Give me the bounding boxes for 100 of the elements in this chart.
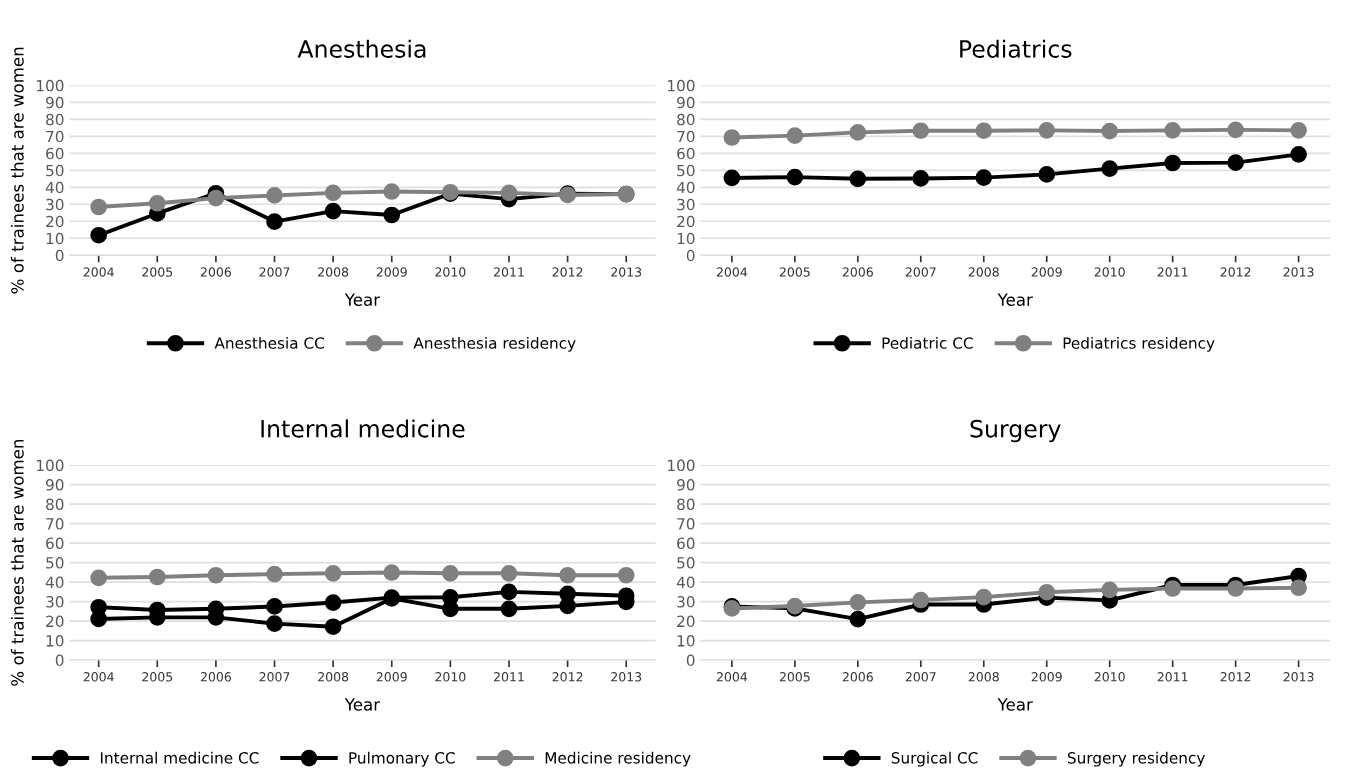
x-tick-label: 2006	[842, 672, 873, 682]
x-tick-label: 2010	[1094, 267, 1125, 277]
y-tick-label: 90	[677, 479, 695, 491]
y-tick-label: 30	[46, 198, 64, 211]
y-tick-label: 50	[46, 557, 64, 569]
x-tick-label: 2006	[200, 267, 232, 277]
x-tick-label: 2012	[1220, 672, 1251, 682]
legend-label: Pediatric CC	[882, 336, 973, 349]
chart-title: Internal medicine	[261, 419, 465, 438]
legend-label: Surgery residency	[1067, 751, 1205, 767]
y-tick-label: 40	[676, 576, 695, 589]
x-tick-label: 2004	[83, 672, 114, 682]
y-tick-label: 90	[677, 96, 695, 109]
y-tick-label: 100	[37, 459, 64, 472]
x-tick-label: 2005	[142, 267, 173, 277]
x-tick-label: 2007	[905, 267, 936, 277]
y-tick-label: 20	[677, 615, 695, 628]
y-tick-label: 80	[46, 498, 64, 511]
y-tick-label: 10	[677, 635, 695, 647]
y-tick-label: 0	[55, 249, 64, 262]
chart-title: Surgery	[970, 419, 1061, 443]
y-tick-label: 0	[55, 654, 64, 667]
x-tick-label: 2007	[259, 267, 290, 277]
y-tick-label: 30	[677, 596, 695, 608]
x-tick-label: 2013	[1283, 267, 1314, 277]
y-axis-title: % of trainees that are women	[10, 47, 24, 294]
y-tick-label: 80	[46, 113, 64, 126]
y-tick-label: 10	[46, 232, 64, 245]
x-tick-label: 2011	[493, 672, 524, 682]
y-tick-label: 60	[46, 147, 64, 160]
x-tick-label: 2008	[318, 672, 349, 682]
x-tick-label: 2007	[259, 672, 290, 682]
legend-label: Pulmonary CC	[349, 751, 455, 767]
x-tick-label: 2008	[968, 267, 999, 277]
x-tick-label: 2004	[83, 267, 114, 277]
x-tick-label: 2005	[779, 267, 810, 277]
chart-title: Pediatrics	[960, 39, 1072, 58]
x-tick-label: 2009	[376, 672, 407, 682]
y-tick-label: 20	[677, 215, 695, 228]
legend-label: Surgical CC	[891, 751, 978, 767]
y-tick-label: 40	[676, 181, 695, 194]
y-tick-label: 50	[46, 164, 64, 177]
y-tick-label: 40	[45, 181, 64, 194]
x-tick-label: 2007	[905, 672, 936, 682]
x-tick-label: 2013	[1283, 672, 1314, 682]
y-tick-label: 100	[668, 459, 695, 472]
x-tick-label: 2010	[435, 672, 466, 682]
y-tick-label: 20	[46, 615, 64, 628]
y-tick-label: 0	[686, 654, 695, 667]
y-tick-label: 60	[677, 147, 695, 160]
x-tick-label: 2004	[716, 267, 748, 277]
y-tick-label: 70	[46, 130, 64, 143]
x-tick-label: 2005	[142, 672, 173, 682]
x-tick-label: 2011	[493, 267, 524, 277]
y-tick-label: 40	[45, 576, 64, 589]
y-tick-label: 10	[46, 635, 64, 647]
x-tick-label: 2009	[1031, 672, 1062, 682]
y-tick-label: 100	[37, 79, 64, 92]
y-tick-label: 10	[677, 232, 695, 245]
y-tick-label: 60	[677, 537, 695, 550]
y-tick-label: 90	[46, 96, 64, 109]
x-tick-label: 2009	[376, 267, 407, 277]
y-tick-label: 60	[46, 537, 64, 550]
x-tick-label: 2013	[611, 267, 642, 277]
x-tick-label: 2011	[1157, 672, 1188, 682]
x-tick-label: 2010	[1094, 672, 1125, 682]
legend-label: Internal medicine CC	[100, 751, 259, 764]
legend-label: Anesthesia residency	[413, 336, 576, 352]
y-tick-label: 30	[677, 198, 695, 211]
y-tick-label: 90	[46, 479, 64, 491]
x-axis-title: Year	[344, 293, 381, 306]
x-tick-label: 2008	[968, 672, 999, 682]
x-tick-label: 2005	[779, 672, 810, 682]
x-tick-label: 2004	[716, 672, 748, 682]
x-tick-label: 2012	[1220, 267, 1251, 277]
y-tick-label: 70	[46, 518, 64, 530]
y-tick-label: 70	[677, 130, 695, 143]
x-axis-title: Year	[997, 293, 1033, 306]
y-tick-label: 100	[668, 79, 695, 92]
legend-label: Anesthesia CC	[214, 336, 324, 349]
x-tick-label: 2008	[318, 267, 349, 277]
x-tick-label: 2010	[435, 267, 466, 277]
x-tick-label: 2012	[552, 267, 583, 277]
x-tick-label: 2006	[200, 672, 232, 682]
y-tick-label: 80	[677, 498, 695, 511]
x-axis-title: Year	[344, 698, 381, 711]
x-axis-title: Year	[997, 698, 1033, 711]
y-tick-label: 20	[46, 215, 64, 228]
x-tick-label: 2012	[552, 672, 583, 682]
chart-title: Anesthesia	[297, 39, 426, 58]
y-axis-title: % of trainees that are women	[10, 439, 24, 686]
x-tick-label: 2009	[1031, 267, 1062, 277]
legend-label: Medicine residency	[545, 751, 691, 767]
y-tick-label: 50	[677, 164, 695, 177]
y-tick-label: 0	[686, 249, 695, 262]
x-tick-label: 2011	[1157, 267, 1188, 277]
y-tick-label: 30	[46, 596, 64, 608]
y-tick-label: 80	[677, 113, 695, 126]
y-tick-label: 50	[677, 557, 695, 569]
y-tick-label: 70	[677, 518, 695, 530]
